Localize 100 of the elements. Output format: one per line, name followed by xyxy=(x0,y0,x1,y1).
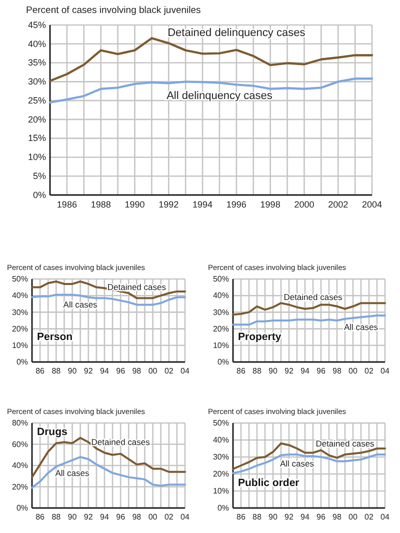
x-tick-label: 86 xyxy=(36,366,46,376)
x-tick-label: 00 xyxy=(148,366,158,376)
y-tick-label: 0% xyxy=(32,190,46,200)
x-tick-label: 86 xyxy=(236,512,246,522)
x-tick-label: 92 xyxy=(284,366,294,376)
y-tick-label: 30% xyxy=(212,308,229,317)
x-tick-label: 86 xyxy=(236,366,246,376)
line-series xyxy=(232,442,386,470)
x-tick-label: 1994 xyxy=(192,199,213,210)
y-tick-label: 5% xyxy=(32,170,46,181)
y-tick-label: 20% xyxy=(12,482,28,492)
y-tick-label: 15% xyxy=(28,133,46,144)
x-tick-label: 92 xyxy=(84,366,94,376)
y-tick-label: 20% xyxy=(212,324,229,334)
line-series xyxy=(31,436,186,478)
x-tick-label: 04 xyxy=(380,366,390,376)
y-tick-label: 20% xyxy=(28,114,46,124)
annotation: Person xyxy=(37,331,73,343)
y-tick-label: 30% xyxy=(28,76,46,87)
x-tick-label: 98 xyxy=(132,366,142,376)
y-tick-label: 10% xyxy=(12,340,28,350)
y-tick-label: 80% xyxy=(12,418,28,428)
x-tick-label: 88 xyxy=(252,366,262,376)
y-tick-label: 25% xyxy=(28,95,46,106)
x-tick-label: 2002 xyxy=(328,199,348,210)
line-series xyxy=(232,453,386,474)
annotation: Drugs xyxy=(37,426,68,438)
y-tick-label: 45% xyxy=(28,20,46,30)
x-tick-label: 04 xyxy=(180,366,190,376)
x-tick-label: 2000 xyxy=(294,199,314,210)
series-label: Detained cases xyxy=(91,436,150,447)
x-tick-label: 00 xyxy=(348,512,358,522)
y-tick-label: 10% xyxy=(28,152,46,162)
y-tick-label: 40% xyxy=(212,436,229,445)
y-tick-label: 40% xyxy=(12,461,28,470)
x-tick-label: 1988 xyxy=(90,199,111,210)
annotation: Property xyxy=(238,331,282,343)
series-label: All cases xyxy=(344,322,378,332)
x-tick-label: 94 xyxy=(300,512,310,522)
x-tick-label: 1998 xyxy=(260,199,280,210)
x-tick-label: 96 xyxy=(316,366,326,376)
x-tick-label: 02 xyxy=(164,366,174,376)
x-tick-label: 04 xyxy=(180,512,190,522)
line-series xyxy=(232,302,386,316)
series-label: Detained cases xyxy=(316,438,374,448)
y-tick-label: 40% xyxy=(28,38,46,49)
y-tick-label: 20% xyxy=(12,324,28,334)
y-tick-label: 40% xyxy=(212,291,229,300)
y-tick-label: 50% xyxy=(212,418,229,428)
line-series xyxy=(31,294,186,306)
y-tick-label: 40% xyxy=(12,291,28,300)
x-tick-label: 00 xyxy=(348,366,358,376)
x-tick-label: 02 xyxy=(364,366,374,376)
annotation: Public order xyxy=(238,477,300,489)
series-label: All cases xyxy=(63,300,98,310)
y-tick-label: 20% xyxy=(212,470,229,479)
x-tick-label: 96 xyxy=(116,512,126,522)
line-series xyxy=(31,456,186,489)
y-tick-label: 0% xyxy=(16,358,28,367)
x-tick-label: 1986 xyxy=(56,199,77,210)
x-tick-label: 1996 xyxy=(226,199,246,210)
series-label: Detained cases xyxy=(284,292,342,302)
y-tick-label: 35% xyxy=(28,58,46,68)
x-tick-label: 04 xyxy=(380,512,390,522)
x-tick-label: 00 xyxy=(148,512,158,522)
series-label: All cases xyxy=(280,458,314,468)
line-series xyxy=(48,78,374,104)
x-tick-label: 92 xyxy=(84,512,94,522)
y-tick-label: 0% xyxy=(16,504,28,513)
x-tick-label: 88 xyxy=(252,512,262,522)
x-tick-label: 1992 xyxy=(158,199,179,210)
y-tick-label: 30% xyxy=(212,452,229,462)
series-label: All cases xyxy=(55,468,90,478)
x-tick-label: 88 xyxy=(52,366,62,376)
y-tick-label: 10% xyxy=(212,486,229,496)
x-tick-label: 98 xyxy=(132,512,142,522)
y-tick-label: 0% xyxy=(217,504,229,513)
line-series xyxy=(48,37,374,82)
y-tick-label: 0% xyxy=(217,358,229,367)
x-tick-label: 98 xyxy=(332,512,342,522)
y-axis-title: Percent of cases involving black juveniles xyxy=(26,5,202,16)
x-tick-label: 2004 xyxy=(362,199,382,210)
x-tick-label: 86 xyxy=(36,512,46,522)
x-tick-label: 92 xyxy=(284,512,294,522)
y-tick-label: 30% xyxy=(12,308,28,317)
y-tick-label: 50% xyxy=(12,274,28,284)
x-tick-label: 02 xyxy=(364,512,374,522)
series-label: Detained delinquency cases xyxy=(168,26,306,39)
y-tick-label: 60% xyxy=(12,440,28,449)
x-tick-label: 98 xyxy=(332,366,342,376)
x-tick-label: 90 xyxy=(68,512,78,522)
x-tick-label: 90 xyxy=(268,512,278,522)
y-tick-label: 50% xyxy=(212,274,229,284)
series-label: All delinquency cases xyxy=(166,90,273,102)
x-tick-label: 96 xyxy=(116,366,126,376)
x-tick-label: 88 xyxy=(52,512,62,522)
x-tick-label: 90 xyxy=(68,366,78,376)
x-tick-label: 02 xyxy=(164,512,174,522)
x-tick-label: 94 xyxy=(100,512,110,522)
x-tick-label: 90 xyxy=(268,366,278,376)
